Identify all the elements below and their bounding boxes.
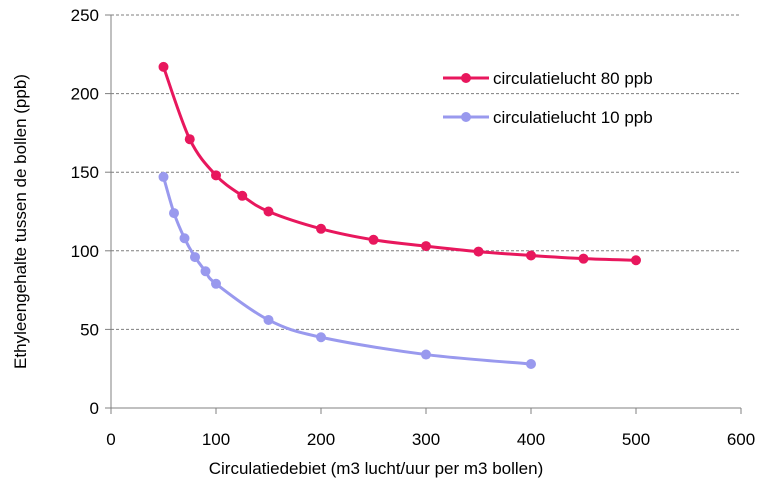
tick-labels: 0 50 100 150 200 250 0 100 200 300 400 500 600 [71,6,756,449]
legend-item-2: circulatielucht 10 ppb [443,108,653,127]
data-point [179,233,190,244]
y-tick-label: 50 [80,320,99,339]
data-point [368,234,379,245]
x-tick-label: 500 [622,430,650,449]
legend-marker [461,112,471,122]
data-point [158,61,169,72]
y-axis-title: Ethyleengehalte tussen de bollen (ppb) [11,74,30,369]
x-tick-label: 400 [517,430,545,449]
x-tick-label: 0 [106,430,115,449]
y-tick-label: 250 [71,6,99,25]
data-point [421,241,431,252]
data-point [169,208,179,219]
legend: circulatielucht 80 ppb circulatielucht 10… [443,69,653,127]
data-point [526,250,536,261]
data-point [631,255,641,266]
data-point [316,332,326,343]
data-point [421,349,431,360]
x-tick-label: 200 [307,430,335,449]
gridlines [111,14,741,330]
y-tick-label: 150 [71,163,99,182]
y-tick-label: 200 [71,85,99,104]
series-line [162,176,532,366]
axes [105,14,742,414]
data-point [578,253,589,264]
y-tick-label: 100 [71,242,99,261]
data-point [158,171,169,182]
data-point [184,134,195,145]
legend-label: circulatielucht 10 ppb [493,108,653,127]
data-point [263,206,274,217]
x-axis-title: Circulatiedebiet (m3 lucht/uur per m3 bo… [209,459,544,478]
data-point [211,170,221,181]
legend-marker [461,73,471,83]
data-point [211,278,221,289]
x-tick-label: 300 [412,430,440,449]
series-line [162,66,637,262]
data-point [200,266,211,277]
data-point [237,190,248,201]
series-1 [158,61,641,266]
data-point [190,252,200,263]
legend-item-1: circulatielucht 80 ppb [443,69,653,88]
series-2 [158,171,536,369]
data-point [473,246,484,257]
data-point [526,358,536,369]
series-group [158,61,641,369]
data-point [316,223,326,234]
data-point [263,314,274,325]
x-tick-label: 600 [727,430,755,449]
x-tick-label: 100 [202,430,230,449]
y-tick-label: 0 [90,399,99,418]
legend-label: circulatielucht 80 ppb [493,69,653,88]
